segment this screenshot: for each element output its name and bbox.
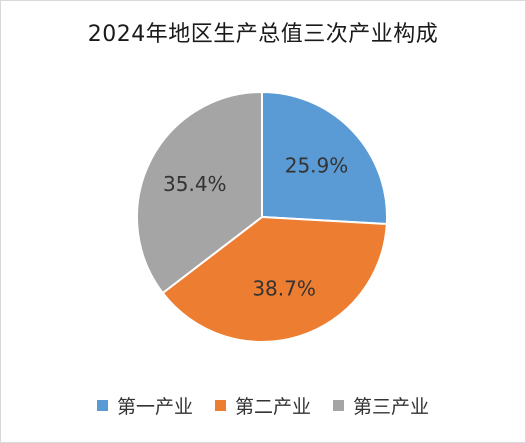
chart-title: 2024年地区生产总值三次产业构成 xyxy=(87,22,439,47)
pie-slice-3 xyxy=(136,91,263,294)
legend-swatch-3 xyxy=(333,400,344,411)
pie-slice-2 xyxy=(161,216,388,343)
legend-swatch-1 xyxy=(96,400,108,411)
legend-label-3: 第三产业 xyxy=(353,396,430,418)
legend-item-2: 第二产业 xyxy=(214,392,311,419)
legend-label-1: 第一产业 xyxy=(116,396,193,418)
slice-label-2: 38.7% xyxy=(252,277,316,301)
pie-slice-1 xyxy=(261,91,388,226)
legend-swatch-2 xyxy=(214,400,226,411)
slice-label-1: 25.9% xyxy=(285,154,349,178)
legend-item-1: 第一产业 xyxy=(96,392,193,419)
chart-legend: 第一产业 第二产业 第三产业 xyxy=(0,392,526,419)
legend-item-3: 第三产业 xyxy=(333,392,429,419)
legend-label-2: 第二产业 xyxy=(234,396,311,418)
slice-label-3: 35.4% xyxy=(163,172,227,196)
